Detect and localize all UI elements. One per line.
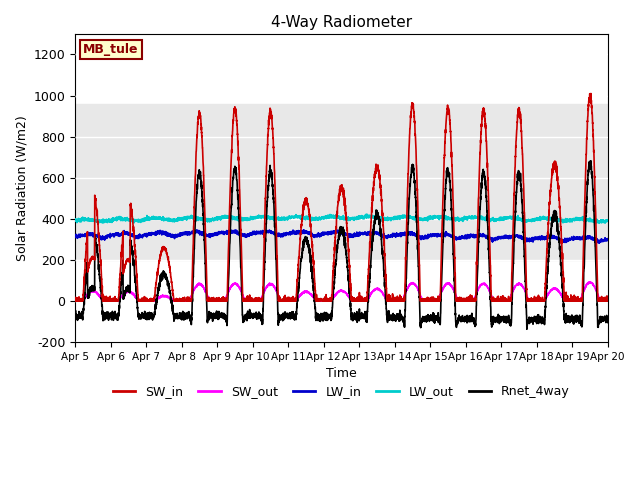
Line: SW_in: SW_in: [75, 94, 608, 301]
SW_in: [604, 298, 612, 304]
SW_in: [431, 297, 439, 302]
LW_out: [604, 217, 611, 223]
Line: SW_out: SW_out: [75, 282, 608, 301]
SW_in: [71, 297, 79, 303]
Rnet_4way: [604, 317, 612, 323]
LW_in: [167, 233, 175, 239]
LW_out: [71, 217, 79, 223]
SW_out: [604, 298, 611, 304]
SW_out: [586, 279, 594, 285]
Text: MB_tule: MB_tule: [83, 43, 139, 56]
Rnet_4way: [523, 326, 531, 332]
SW_out: [167, 295, 175, 301]
Rnet_4way: [491, 316, 499, 322]
Rnet_4way: [604, 317, 611, 323]
SW_in: [167, 275, 175, 280]
LW_in: [431, 231, 439, 237]
Line: Rnet_4way: Rnet_4way: [75, 161, 608, 329]
LW_in: [604, 236, 611, 241]
Line: LW_in: LW_in: [75, 230, 608, 243]
SW_in: [322, 296, 330, 302]
Rnet_4way: [461, 317, 468, 323]
SW_in: [72, 298, 79, 304]
SW_in: [604, 298, 611, 304]
Bar: [75, 104, 608, 260]
LW_out: [167, 217, 175, 223]
LW_in: [491, 237, 499, 242]
LW_in: [595, 240, 603, 246]
LW_out: [461, 216, 468, 222]
SW_out: [71, 298, 79, 304]
Rnet_4way: [321, 317, 329, 323]
SW_in: [461, 298, 468, 304]
LW_out: [321, 213, 329, 219]
Rnet_4way: [587, 158, 595, 164]
LW_out: [363, 211, 371, 217]
LW_in: [604, 237, 612, 243]
LW_out: [491, 218, 499, 224]
Line: LW_out: LW_out: [75, 214, 608, 223]
LW_in: [193, 227, 200, 233]
SW_out: [431, 298, 439, 303]
Title: 4-Way Radiometer: 4-Way Radiometer: [271, 15, 412, 30]
LW_in: [461, 236, 468, 241]
Legend: SW_in, SW_out, LW_in, LW_out, Rnet_4way: SW_in, SW_out, LW_in, LW_out, Rnet_4way: [108, 381, 575, 404]
SW_out: [491, 298, 499, 304]
LW_in: [322, 230, 330, 236]
LW_out: [592, 220, 600, 226]
SW_out: [604, 298, 612, 304]
Rnet_4way: [71, 315, 79, 321]
Y-axis label: Solar Radiation (W/m2): Solar Radiation (W/m2): [15, 115, 28, 261]
X-axis label: Time: Time: [326, 367, 357, 380]
LW_out: [604, 218, 612, 224]
SW_in: [491, 298, 499, 303]
SW_out: [461, 298, 468, 303]
SW_out: [72, 298, 79, 304]
Rnet_4way: [431, 314, 439, 320]
LW_in: [71, 234, 79, 240]
Rnet_4way: [167, 294, 175, 300]
LW_out: [431, 213, 439, 219]
SW_out: [322, 298, 330, 303]
SW_in: [587, 91, 595, 96]
